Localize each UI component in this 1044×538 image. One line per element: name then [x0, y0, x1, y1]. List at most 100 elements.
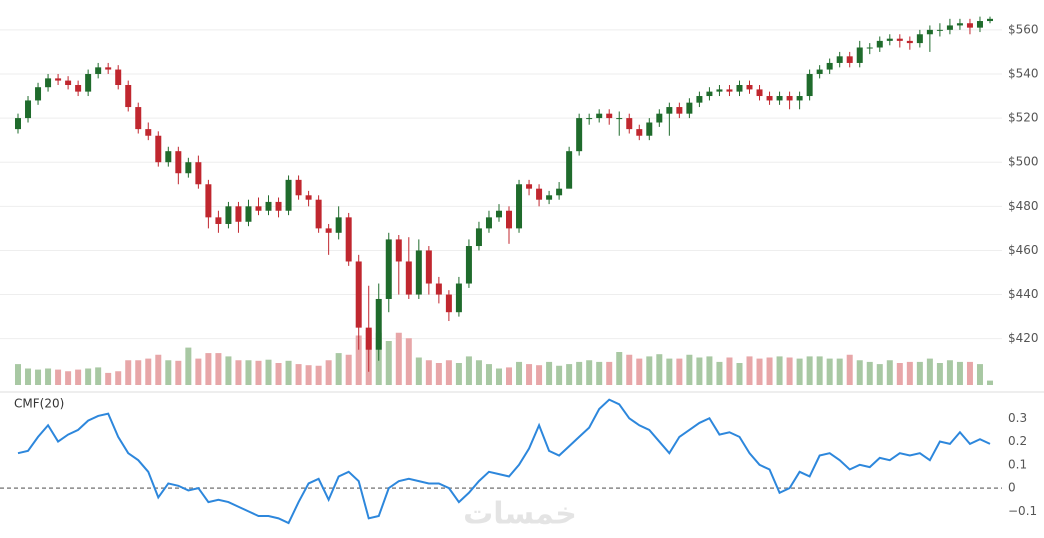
candle-body [956, 23, 963, 26]
volume-bar [275, 363, 282, 385]
volume-bar [796, 358, 803, 385]
candle-body [135, 107, 142, 130]
volume-bar [736, 363, 743, 385]
volume-bar [35, 369, 42, 385]
volume-bar [475, 360, 482, 385]
candle-body [826, 62, 833, 70]
volume-bar [696, 357, 703, 385]
candle-body [926, 29, 933, 35]
candle-body [325, 228, 332, 233]
candle-body [866, 47, 873, 49]
candle-body [696, 96, 703, 103]
volume-bar [145, 358, 152, 385]
candle-body [556, 188, 563, 196]
candle-body [736, 85, 743, 92]
candle-body [305, 195, 312, 200]
candle-body [676, 107, 683, 114]
candle-body [566, 151, 573, 189]
candle-body [265, 201, 272, 211]
y-tick-label: $500 [1008, 155, 1039, 169]
volume-bar [195, 358, 202, 385]
volume-bar [836, 358, 843, 385]
y-tick-label: $520 [1008, 111, 1039, 125]
volume-bar [15, 364, 21, 385]
candle-body [876, 40, 883, 48]
candle-body [706, 91, 713, 97]
y-tick-label: $440 [1008, 287, 1039, 301]
candle-body [646, 122, 653, 136]
volume-bar [666, 358, 673, 385]
y-tick-label: −0.1 [1008, 504, 1037, 518]
volume-bar [616, 352, 623, 385]
candle-body [526, 184, 533, 189]
volume-bar [656, 354, 663, 385]
volume-bar [245, 360, 252, 385]
candle-body [385, 239, 392, 299]
volume-bar [846, 354, 853, 385]
volume-bar [325, 360, 332, 385]
volume-bar [155, 354, 162, 385]
candle-body [355, 261, 362, 328]
volume-bar [435, 363, 442, 385]
volume-bar [706, 356, 713, 385]
volume-bar [95, 367, 102, 385]
volume-bar [295, 364, 302, 385]
candle-body [185, 162, 192, 174]
candle-body [35, 87, 42, 101]
volume-bar [956, 361, 963, 385]
volume-bar [716, 361, 723, 385]
candle-body [345, 217, 352, 262]
volume-bar [75, 369, 82, 385]
candle-body [405, 261, 412, 295]
volume-bar [987, 380, 993, 385]
candle-body [65, 80, 72, 85]
volume-bar [816, 356, 823, 385]
volume-bar [85, 368, 92, 385]
indicator-line [17, 398, 991, 525]
candle-body [285, 179, 292, 211]
volume-bar [776, 356, 783, 385]
volume-bar [646, 356, 653, 385]
candle-body [786, 96, 793, 101]
candle-body [946, 25, 953, 30]
volume-bar [826, 358, 833, 385]
candle-body [506, 210, 513, 229]
candle-body [395, 239, 402, 262]
candle-body [435, 283, 442, 295]
candle-body [25, 100, 32, 119]
candle-body [536, 188, 543, 200]
candle-body [806, 73, 813, 97]
volume-bar [516, 361, 523, 385]
volume-bar [946, 360, 953, 385]
candle-body [125, 85, 132, 108]
volume-bar [976, 364, 983, 385]
candle-body [145, 129, 152, 136]
candle-body [976, 21, 983, 28]
volume-bar [445, 360, 452, 385]
volume-bar [345, 354, 352, 385]
candle-body [836, 56, 843, 63]
volume-bar [676, 358, 683, 385]
volume-bar [546, 361, 553, 385]
volume-bar [65, 371, 72, 385]
volume-bar [886, 360, 893, 385]
volume-bar [235, 360, 242, 385]
candle-body [55, 78, 62, 81]
candle-body [475, 228, 482, 247]
volume-bar [135, 360, 142, 385]
volume-bar [165, 360, 172, 385]
candle-body [75, 85, 82, 92]
volume-bar [215, 353, 222, 385]
volume-bar [425, 360, 432, 385]
volume-bar [105, 372, 112, 385]
candle-body [546, 195, 553, 200]
indicator-label: CMF(20) [14, 397, 64, 411]
y-tick-label: $560 [1008, 22, 1039, 36]
candle-body [896, 38, 903, 41]
candle-body [886, 38, 893, 41]
candle-body [686, 102, 693, 114]
y-tick-label: 0.1 [1008, 457, 1027, 471]
candle-body [375, 298, 382, 350]
candle-body [45, 78, 52, 88]
candle-body [966, 23, 973, 28]
